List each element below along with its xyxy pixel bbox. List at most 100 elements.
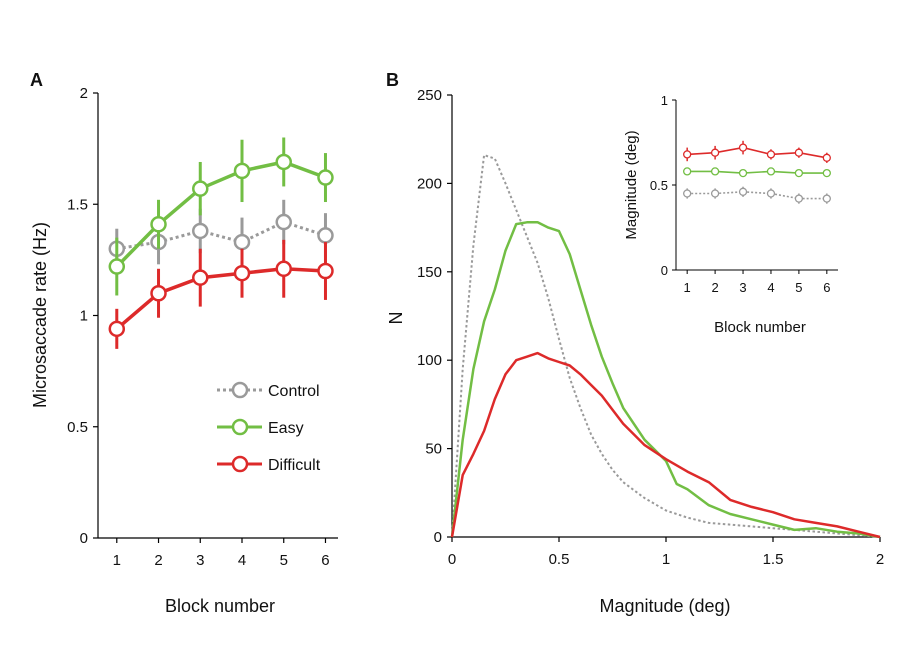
inset-xtick-label: 6 bbox=[823, 280, 830, 295]
panel-b-ytick-label: 200 bbox=[417, 175, 442, 192]
inset-point bbox=[738, 187, 748, 196]
inset-xtick-label: 1 bbox=[684, 280, 691, 295]
panel-b-ytick-label: 250 bbox=[417, 87, 442, 104]
legend-item-easy: Easy bbox=[217, 418, 304, 437]
inset-point bbox=[683, 150, 692, 159]
panel-b-ytick-label: 100 bbox=[417, 352, 442, 369]
legend-marker bbox=[231, 418, 249, 436]
inset-ytick-label: 1 bbox=[661, 93, 668, 108]
panel-a-label: A bbox=[30, 70, 43, 90]
inset-point bbox=[738, 143, 748, 152]
panel-b-series-difficult bbox=[450, 351, 881, 539]
panel-a-xtick-label: 5 bbox=[280, 552, 288, 569]
legend-label: Difficult bbox=[268, 457, 321, 474]
panel-b-ytick-label: 50 bbox=[425, 441, 442, 458]
panel-a-point bbox=[108, 258, 126, 275]
inset-series-difficult bbox=[683, 140, 831, 163]
panel-a-point bbox=[192, 222, 209, 240]
panel-a-series-difficult bbox=[108, 239, 334, 349]
inset-point bbox=[766, 189, 776, 198]
panel-a-point bbox=[233, 162, 251, 180]
panel-a-point bbox=[150, 285, 167, 302]
inset-series-easy bbox=[683, 167, 831, 178]
panel-a-point bbox=[275, 213, 292, 231]
inset-line bbox=[687, 190, 827, 200]
panel-a-ytick-label: 0.5 bbox=[67, 419, 88, 436]
panel-a-ylabel: Microsaccade rate (Hz) bbox=[30, 222, 50, 408]
inset-ytick-label: 0 bbox=[661, 263, 668, 278]
legend-marker bbox=[231, 455, 249, 473]
panel-a-point bbox=[233, 264, 251, 282]
panel-b-label: B bbox=[386, 70, 399, 90]
inset-series-control bbox=[683, 186, 831, 204]
panel-a-point bbox=[192, 180, 209, 197]
panel-b-xtick-label: 1.5 bbox=[763, 551, 784, 568]
inset-point bbox=[766, 150, 776, 159]
legend-marker bbox=[231, 381, 249, 399]
inset-line bbox=[687, 146, 827, 159]
inset-point bbox=[766, 167, 776, 176]
legend-item-difficult: Difficult bbox=[217, 455, 321, 474]
inset-point bbox=[738, 168, 748, 178]
panel-b-series-control bbox=[451, 154, 881, 538]
inset-xtick-label: 3 bbox=[739, 280, 746, 295]
panel-a-series-control bbox=[108, 199, 334, 269]
legend-label: Easy bbox=[268, 420, 304, 437]
panel-a-xtick-label: 2 bbox=[154, 552, 162, 569]
inset-xtick-label: 4 bbox=[767, 280, 774, 295]
inset-xtick-label: 2 bbox=[711, 280, 718, 295]
legend-label: Control bbox=[268, 383, 320, 400]
panel-a-ytick-label: 0 bbox=[80, 530, 88, 547]
panel-b-ytick-label: 0 bbox=[434, 529, 442, 546]
inset-point bbox=[710, 189, 720, 198]
panel-a-legend: Control Easy Difficult bbox=[217, 381, 321, 474]
panel-b-series-easy bbox=[450, 221, 881, 539]
panel-a-xtick-label: 4 bbox=[238, 552, 246, 569]
panel-b-ytick-label: 150 bbox=[417, 264, 442, 281]
inset-point bbox=[683, 167, 692, 176]
inset-xlabel: Block number bbox=[714, 319, 806, 336]
panel-b-xtick-label: 1 bbox=[662, 551, 670, 568]
panel-b-xtick-label: 0.5 bbox=[549, 551, 570, 568]
panel-a-point bbox=[108, 320, 126, 338]
panel-a-ytick-label: 1 bbox=[80, 308, 88, 325]
panel-a-point bbox=[192, 269, 209, 286]
panel-a-point bbox=[275, 153, 292, 171]
panel-a-line bbox=[115, 267, 326, 331]
panel-a-xtick-label: 3 bbox=[196, 552, 204, 569]
panel-b-xtick-label: 0 bbox=[448, 551, 456, 568]
panel-a-point bbox=[317, 262, 334, 280]
inset-xtick-label: 5 bbox=[795, 280, 802, 295]
panel-a-point bbox=[150, 216, 167, 233]
inset-point bbox=[822, 194, 831, 203]
legend-item-control: Control bbox=[217, 381, 320, 400]
panel-a-xtick-label: 1 bbox=[113, 552, 121, 569]
panel-a-plot: 0 0.5 1 1.5 2 1 2 3 4 5 6 Control Easy Difficult bbox=[67, 85, 338, 569]
inset-ylabel: Magnitude (deg) bbox=[623, 130, 640, 239]
panel-a-xlabel: Block number bbox=[165, 596, 275, 616]
panel-a-point bbox=[317, 169, 334, 186]
inset-point bbox=[822, 153, 831, 162]
panel-b-xtick-label: 2 bbox=[876, 551, 884, 568]
panel-a-point bbox=[275, 260, 292, 278]
inset-point bbox=[710, 148, 720, 157]
inset-point bbox=[683, 189, 692, 198]
inset-point bbox=[794, 148, 804, 157]
panel-a-point bbox=[233, 233, 251, 251]
panel-b-xlabel: Magnitude (deg) bbox=[599, 596, 730, 616]
inset-ytick-label: 0.5 bbox=[650, 178, 668, 193]
inset-point bbox=[794, 194, 804, 203]
inset-line bbox=[687, 170, 827, 174]
panel-a-line bbox=[115, 160, 327, 268]
inset-point bbox=[822, 168, 831, 178]
inset-point bbox=[794, 168, 804, 178]
panel-b-ylabel: N bbox=[386, 312, 406, 325]
panel-a-ytick-label: 2 bbox=[80, 85, 88, 102]
panel-a-xtick-label: 6 bbox=[321, 552, 329, 569]
panel-a-point bbox=[317, 227, 334, 244]
inset-plot: 0 0.5 1 1 2 3 4 5 6 bbox=[650, 93, 838, 295]
panel-a-ytick-label: 1.5 bbox=[67, 196, 88, 213]
panel-a-series-easy bbox=[108, 137, 334, 296]
